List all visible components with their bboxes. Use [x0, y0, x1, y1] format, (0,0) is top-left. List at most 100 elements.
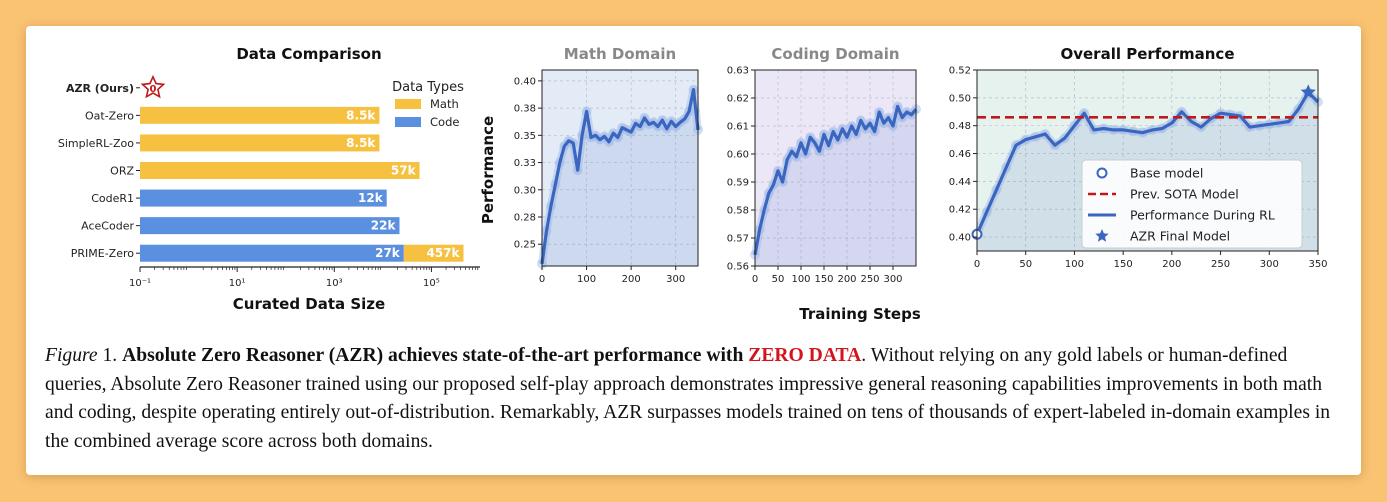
y-tick-label: 0.56 — [727, 262, 749, 273]
x-tick-label: 0 — [974, 259, 980, 270]
y-tick-label: 0.38 — [514, 104, 536, 115]
bar-value-label: 27k — [375, 246, 401, 260]
x-tick-label: 10⁻¹ — [129, 278, 151, 289]
caption-figure-label: Figure — [45, 345, 98, 366]
figure-caption: Figure 1. Absolute Zero Reasoner (AZR) a… — [45, 342, 1345, 456]
area-fill — [755, 106, 916, 267]
azr-zero-star-icon — [140, 74, 166, 99]
x-tick-label: 50 — [772, 274, 785, 285]
legend-entry: Performance During RL — [1130, 208, 1275, 223]
y-tick-label: 0.28 — [514, 213, 536, 224]
caption-figure-number: 1. — [97, 345, 123, 366]
legend-swatch — [395, 117, 421, 127]
bar-value-label: 457k — [426, 246, 460, 260]
x-tick-label: 0 — [752, 274, 758, 285]
axes-frame — [754, 69, 917, 267]
legend-entry: Code — [430, 115, 459, 129]
x-tick-label: 10¹ — [229, 278, 246, 289]
x-tick-label: 200 — [1162, 259, 1181, 270]
y-tick-label: 0.61 — [727, 122, 749, 133]
category-label: AZR (Ours) — [66, 82, 134, 95]
category-label: CodeR1 — [91, 192, 134, 205]
legend-entry: Math — [430, 97, 459, 111]
y-tick-label: 0.35 — [514, 131, 536, 142]
legend-entry: Prev. SOTA Model — [1130, 187, 1239, 202]
legend-swatch — [395, 99, 421, 109]
y-tick-label: 0.57 — [727, 234, 749, 245]
y-tick-label: 0.63 — [727, 66, 749, 77]
y-tick-label: 0.40 — [949, 233, 971, 244]
x-tick-label: 100 — [577, 274, 596, 285]
x-tick-label: 300 — [1260, 259, 1279, 270]
x-tick-label: 150 — [1114, 259, 1133, 270]
legend-entry: Base model — [1130, 166, 1203, 181]
performance-line — [975, 90, 1320, 235]
x-tick-label: 200 — [837, 274, 856, 285]
y-tick-label: 0.50 — [949, 93, 971, 104]
y-tick-label: 0.40 — [514, 76, 536, 87]
category-label: PRIME-Zero — [71, 247, 135, 260]
y-tick-label: 0.30 — [514, 185, 536, 196]
bar-code — [140, 244, 404, 262]
bar-value-label: 22k — [371, 219, 397, 233]
category-label: Oat-Zero — [85, 109, 134, 122]
performance-line — [540, 87, 700, 265]
coding-domain-chart-title: Coding Domain — [771, 45, 899, 63]
plot-background — [542, 70, 698, 266]
overall-performance-chart-title: Overall Performance — [1060, 45, 1234, 63]
bar-value-label: 8.5k — [346, 136, 376, 150]
legend-final-star-icon — [1095, 229, 1109, 242]
x-tick-label: 200 — [622, 274, 641, 285]
plot-background — [755, 70, 916, 266]
y-axis-label: Performance — [479, 116, 497, 224]
y-tick-label: 0.59 — [727, 178, 749, 189]
bar-value-label: 57k — [391, 164, 417, 178]
bar-math — [140, 106, 380, 124]
y-tick-label: 0.33 — [514, 158, 536, 169]
axes-frame — [976, 69, 1319, 252]
bar-math — [140, 134, 380, 152]
x-tick-label: 100 — [791, 274, 810, 285]
category-label: AceCoder — [81, 220, 134, 233]
category-label: ORZ — [110, 165, 134, 178]
data-comparison-title: Data Comparison — [236, 45, 381, 63]
legend-title: Data Types — [392, 80, 464, 95]
caption-body: . Without relying on any gold labels or … — [45, 345, 1331, 452]
y-tick-label: 0.62 — [727, 94, 749, 105]
x-tick-label: 10³ — [326, 278, 343, 289]
y-tick-label: 0.42 — [949, 205, 971, 216]
area-fill — [542, 89, 698, 266]
y-tick-label: 0.60 — [727, 150, 749, 161]
y-tick-label: 0.58 — [727, 206, 749, 217]
x-tick-label: 50 — [1019, 259, 1032, 270]
x-tick-label: 250 — [860, 274, 879, 285]
legend-entry: AZR Final Model — [1130, 229, 1230, 244]
x-tick-label: 250 — [1211, 259, 1230, 270]
x-tick-label: 100 — [1065, 259, 1084, 270]
x-tick-label: 10⁵ — [423, 278, 440, 289]
caption-bold-title: Absolute Zero Reasoner (AZR) achieves st… — [122, 345, 749, 366]
math-domain-chart-title: Math Domain — [564, 45, 676, 63]
bar-code — [140, 217, 400, 235]
performance-line — [753, 104, 918, 256]
y-tick-label: 0.52 — [949, 66, 971, 77]
bar-value-label: 8.5k — [346, 108, 376, 122]
y-tick-label: 0.48 — [949, 121, 971, 132]
x-tick-label: 300 — [666, 274, 685, 285]
x-tick-label: 350 — [1308, 259, 1327, 270]
y-tick-label: 0.44 — [949, 177, 971, 188]
x-axis-label: Curated Data Size — [233, 295, 385, 313]
azr-final-model-star — [1300, 84, 1316, 99]
axes-frame — [541, 69, 699, 267]
overall-performance-chart: Base model Prev. SOTA Model Performance Du… — [949, 45, 1328, 270]
x-tick-label: 150 — [814, 274, 833, 285]
azr-zero-value: 0 — [150, 84, 157, 95]
overall-legend — [1081, 159, 1303, 249]
y-tick-label: 0.46 — [949, 149, 971, 160]
x-tick-label: 0 — [539, 274, 545, 285]
data-comparison-chart: Data Comparison 10⁻¹ 10¹ 10³ 10⁵ Curated Data… — [58, 45, 480, 313]
x-tick-label: 300 — [883, 274, 902, 285]
y-tick-label: 0.25 — [514, 240, 536, 251]
bar-math — [403, 244, 464, 262]
